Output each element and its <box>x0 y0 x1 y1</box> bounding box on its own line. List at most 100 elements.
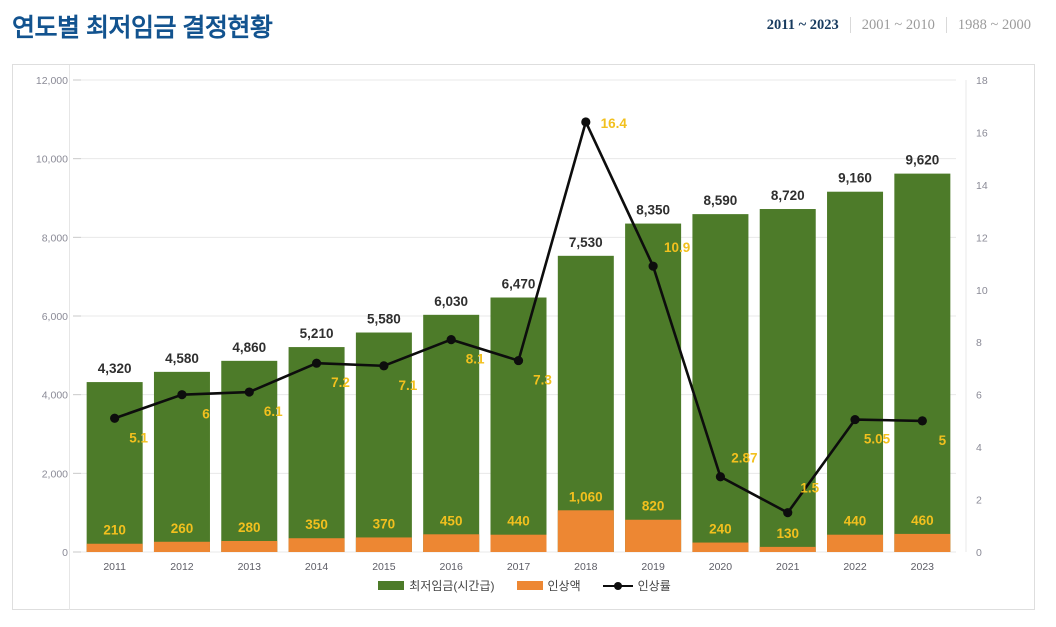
rate-value-label: 10.9 <box>664 240 690 255</box>
bar-increase-label: 1,060 <box>569 489 603 504</box>
bar-group[interactable]: 8,720 130 <box>759 188 816 552</box>
rate-marker[interactable] <box>850 414 860 425</box>
rate-marker[interactable] <box>917 416 927 426</box>
legend-item-wage: 최저임금(시간급) <box>378 577 495 594</box>
period-tab-2001-2010[interactable]: 2001 ~ 2010 <box>861 17 935 33</box>
right-axis-tick: 2 <box>976 495 982 507</box>
rate-value-label: 16.4 <box>601 116 628 131</box>
x-axis-category-label: 2017 <box>507 561 531 573</box>
left-axis-tick: 6,000 <box>42 311 68 323</box>
right-axis-tick: 0 <box>976 547 982 559</box>
bar-increase[interactable] <box>490 534 547 552</box>
x-axis-category-label: 2013 <box>238 561 262 573</box>
legend-label-rate: 인상률 <box>637 579 671 593</box>
rate-marker[interactable] <box>648 261 658 271</box>
x-axis-category-label: 2015 <box>372 561 396 573</box>
right-axis-tick: 18 <box>976 75 988 87</box>
left-axis-tick: 4,000 <box>42 390 68 402</box>
rate-marker[interactable] <box>110 413 120 423</box>
left-axis-tick: 12,000 <box>36 75 68 87</box>
bar-increase[interactable] <box>86 543 143 552</box>
right-axis-tick: 4 <box>976 442 982 454</box>
bar-wage[interactable] <box>625 223 682 553</box>
bar-increase[interactable] <box>221 540 278 552</box>
bar-group[interactable]: 6,470 440 <box>490 277 547 552</box>
bar-group[interactable]: 7,530 1,060 <box>557 235 614 552</box>
bar-increase[interactable] <box>827 534 884 552</box>
bar-increase-label: 260 <box>171 521 194 536</box>
x-axis-category-label: 2021 <box>776 561 800 573</box>
bar-increase-label: 240 <box>709 522 732 537</box>
bar-increase-label: 280 <box>238 520 261 535</box>
rate-marker[interactable] <box>581 117 591 127</box>
bar-increase-label: 210 <box>103 523 126 538</box>
bar-increase[interactable] <box>557 510 614 552</box>
bar-wage[interactable] <box>423 314 480 552</box>
rate-value-label: 7.1 <box>398 378 417 393</box>
minimum-wage-chart: 0 2,000 4,000 6,000 8,000 10,000 12,000 0 2 4 6 8 10… <box>36 75 988 573</box>
bar-total-label: 8,350 <box>636 203 670 218</box>
bar-group[interactable]: 4,320 210 <box>86 361 143 552</box>
bar-wage[interactable] <box>894 173 951 552</box>
right-axis-tick: 8 <box>976 337 982 349</box>
rate-value-label: 6 <box>202 407 210 422</box>
bar-wage[interactable] <box>288 347 345 552</box>
bar-total-label: 5,580 <box>367 312 401 327</box>
bar-increase[interactable] <box>355 537 412 552</box>
bar-group[interactable]: 5,580 370 <box>355 312 412 552</box>
x-axis-category-label: 2014 <box>305 561 329 573</box>
bar-wage[interactable] <box>692 214 749 553</box>
period-tab-1988-2000[interactable]: 1988 ~ 2000 <box>957 17 1031 33</box>
bar-increase[interactable] <box>692 542 749 552</box>
rate-value-label: 7.3 <box>533 373 552 388</box>
rate-marker[interactable] <box>177 390 187 400</box>
bar-group[interactable]: 4,860 280 <box>221 340 278 552</box>
chart-container: 0 2,000 4,000 6,000 8,000 10,000 12,000 0 2 4 6 8 10… <box>12 64 1035 610</box>
bar-wage[interactable] <box>759 209 816 552</box>
bar-increase-label: 450 <box>440 513 463 528</box>
x-axis-category-label: 2018 <box>574 561 598 573</box>
bar-group[interactable]: 8,350 820 <box>625 203 682 553</box>
bar-increase[interactable] <box>759 546 816 552</box>
rate-marker[interactable] <box>446 335 456 345</box>
rate-marker[interactable] <box>311 358 322 368</box>
rate-marker[interactable] <box>715 472 726 482</box>
bar-wage[interactable] <box>827 191 884 552</box>
rate-marker[interactable] <box>244 387 254 397</box>
bar-group[interactable]: 9,160 440 <box>827 171 884 552</box>
bar-increase-label: 440 <box>844 514 867 529</box>
bar-group[interactable]: 6,030 450 <box>423 294 480 552</box>
page-header: 연도별 최저임금 결정현황 2011 ~ 2023 2001 ~ 2010 19… <box>0 0 1056 56</box>
x-axis-category-label: 2016 <box>440 561 464 573</box>
rate-value-label: 5 <box>939 433 947 448</box>
rate-marker[interactable] <box>783 508 793 518</box>
bar-group[interactable]: 4,580 260 <box>153 351 210 552</box>
bar-increase[interactable] <box>625 519 682 552</box>
bar-total-label: 4,320 <box>98 361 132 376</box>
bar-group[interactable]: 9,620 460 <box>894 153 951 552</box>
bar-increase[interactable] <box>288 538 345 552</box>
left-axis-tick: 2,000 <box>42 468 68 480</box>
x-axis-category-label: 2022 <box>843 561 867 573</box>
bar-wage[interactable] <box>490 297 547 552</box>
bar-total-label: 7,530 <box>569 235 603 250</box>
bar-increase[interactable] <box>894 533 951 552</box>
legend-label-increase: 인상액 <box>547 579 581 593</box>
rate-marker[interactable] <box>379 361 389 371</box>
period-tab-2011-2023[interactable]: 2011 ~ 2023 <box>766 17 839 33</box>
left-axis-tick: 8,000 <box>42 232 68 244</box>
rate-marker[interactable] <box>513 355 524 366</box>
right-axis-tick: 12 <box>976 232 988 244</box>
bar-increase[interactable] <box>423 534 480 552</box>
bar-wage[interactable] <box>557 255 614 552</box>
x-axis-category-label: 2012 <box>170 561 194 573</box>
tab-separator <box>945 17 947 33</box>
bar-group[interactable]: 5,210 350 <box>288 326 345 552</box>
bar-group[interactable]: 8,590 240 <box>692 193 749 553</box>
bar-total-label: 6,470 <box>502 277 536 292</box>
bar-increase-label: 130 <box>776 526 799 541</box>
page-title: 연도별 최저임금 결정현황 <box>12 14 273 42</box>
left-axis-tick: 0 <box>62 547 68 559</box>
x-axis-category-label: 2019 <box>641 561 665 573</box>
bar-increase[interactable] <box>153 541 210 552</box>
